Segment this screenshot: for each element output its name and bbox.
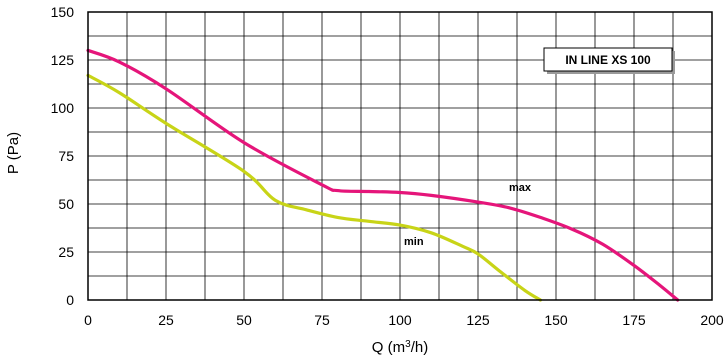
x-tick-label: 175 — [622, 312, 646, 328]
x-tick-label: 0 — [84, 312, 92, 328]
x-axis-title-base: Q (m — [372, 339, 405, 356]
x-tick-label: 100 — [388, 312, 412, 328]
x-tick-label: 200 — [700, 312, 724, 328]
x-tick-label: 50 — [236, 312, 252, 328]
y-tick-label: 150 — [51, 4, 75, 20]
y-tick-label: 100 — [51, 100, 75, 116]
chart-title: IN LINE XS 100 — [565, 53, 651, 67]
series-layer — [86, 48, 680, 302]
series-line-min — [86, 73, 542, 302]
x-axis-title-sup: 3 — [405, 339, 411, 350]
y-tick-label: 0 — [66, 292, 74, 308]
y-tick-label: 75 — [58, 148, 74, 164]
x-axis-title: Q (m3/h) — [372, 339, 428, 357]
x-tick-label: 125 — [466, 312, 490, 328]
x-tick-label: 25 — [158, 312, 174, 328]
chart-title-box: IN LINE XS 100 — [543, 47, 675, 74]
y-tick-label: 125 — [51, 52, 75, 68]
y-tick-label: 25 — [58, 244, 74, 260]
tick-labels: 0 25 50 75 100 125 150 175 200 0 25 50 75 100 125 150 — [51, 4, 724, 328]
x-tick-label: 150 — [544, 312, 568, 328]
x-axis-title-tail: /h) — [411, 339, 429, 356]
plot-frame — [87, 11, 713, 301]
series-line-max — [86, 48, 680, 302]
x-tick-label: 75 — [314, 312, 330, 328]
series-label-min: min — [404, 236, 424, 248]
series-label-max: max — [509, 182, 532, 194]
title-box — [543, 47, 673, 72]
y-axis-title: P (Pa) — [5, 132, 22, 174]
y-tick-label: 50 — [58, 196, 74, 212]
